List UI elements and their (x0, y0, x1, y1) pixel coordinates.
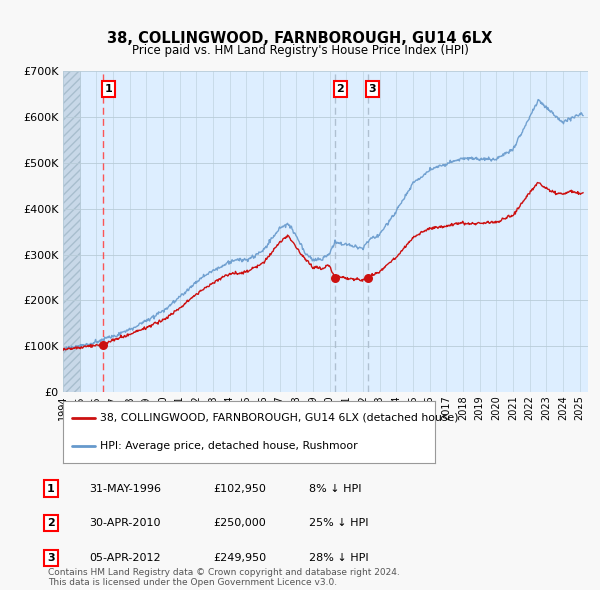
Text: 2: 2 (336, 84, 344, 94)
Text: 05-APR-2012: 05-APR-2012 (89, 553, 160, 563)
Text: 38, COLLINGWOOD, FARNBOROUGH, GU14 6LX (detached house): 38, COLLINGWOOD, FARNBOROUGH, GU14 6LX (… (100, 413, 459, 423)
Text: 38, COLLINGWOOD, FARNBOROUGH, GU14 6LX: 38, COLLINGWOOD, FARNBOROUGH, GU14 6LX (107, 31, 493, 46)
Text: £249,950: £249,950 (213, 553, 266, 563)
Text: Contains HM Land Registry data © Crown copyright and database right 2024.
This d: Contains HM Land Registry data © Crown c… (48, 568, 400, 587)
Text: 3: 3 (368, 84, 376, 94)
Text: 31-MAY-1996: 31-MAY-1996 (89, 484, 161, 493)
Text: 1: 1 (104, 84, 112, 94)
Text: 30-APR-2010: 30-APR-2010 (89, 519, 160, 528)
Text: £102,950: £102,950 (213, 484, 266, 493)
Text: Price paid vs. HM Land Registry's House Price Index (HPI): Price paid vs. HM Land Registry's House … (131, 44, 469, 57)
Text: 25% ↓ HPI: 25% ↓ HPI (309, 519, 368, 528)
Text: 28% ↓ HPI: 28% ↓ HPI (309, 553, 368, 563)
Text: HPI: Average price, detached house, Rushmoor: HPI: Average price, detached house, Rush… (100, 441, 358, 451)
Text: 8% ↓ HPI: 8% ↓ HPI (309, 484, 361, 493)
Text: 3: 3 (47, 553, 55, 563)
Text: £250,000: £250,000 (213, 519, 266, 528)
Text: 2: 2 (47, 519, 55, 528)
Text: 1: 1 (47, 484, 55, 493)
Bar (63, 71, 80, 392)
